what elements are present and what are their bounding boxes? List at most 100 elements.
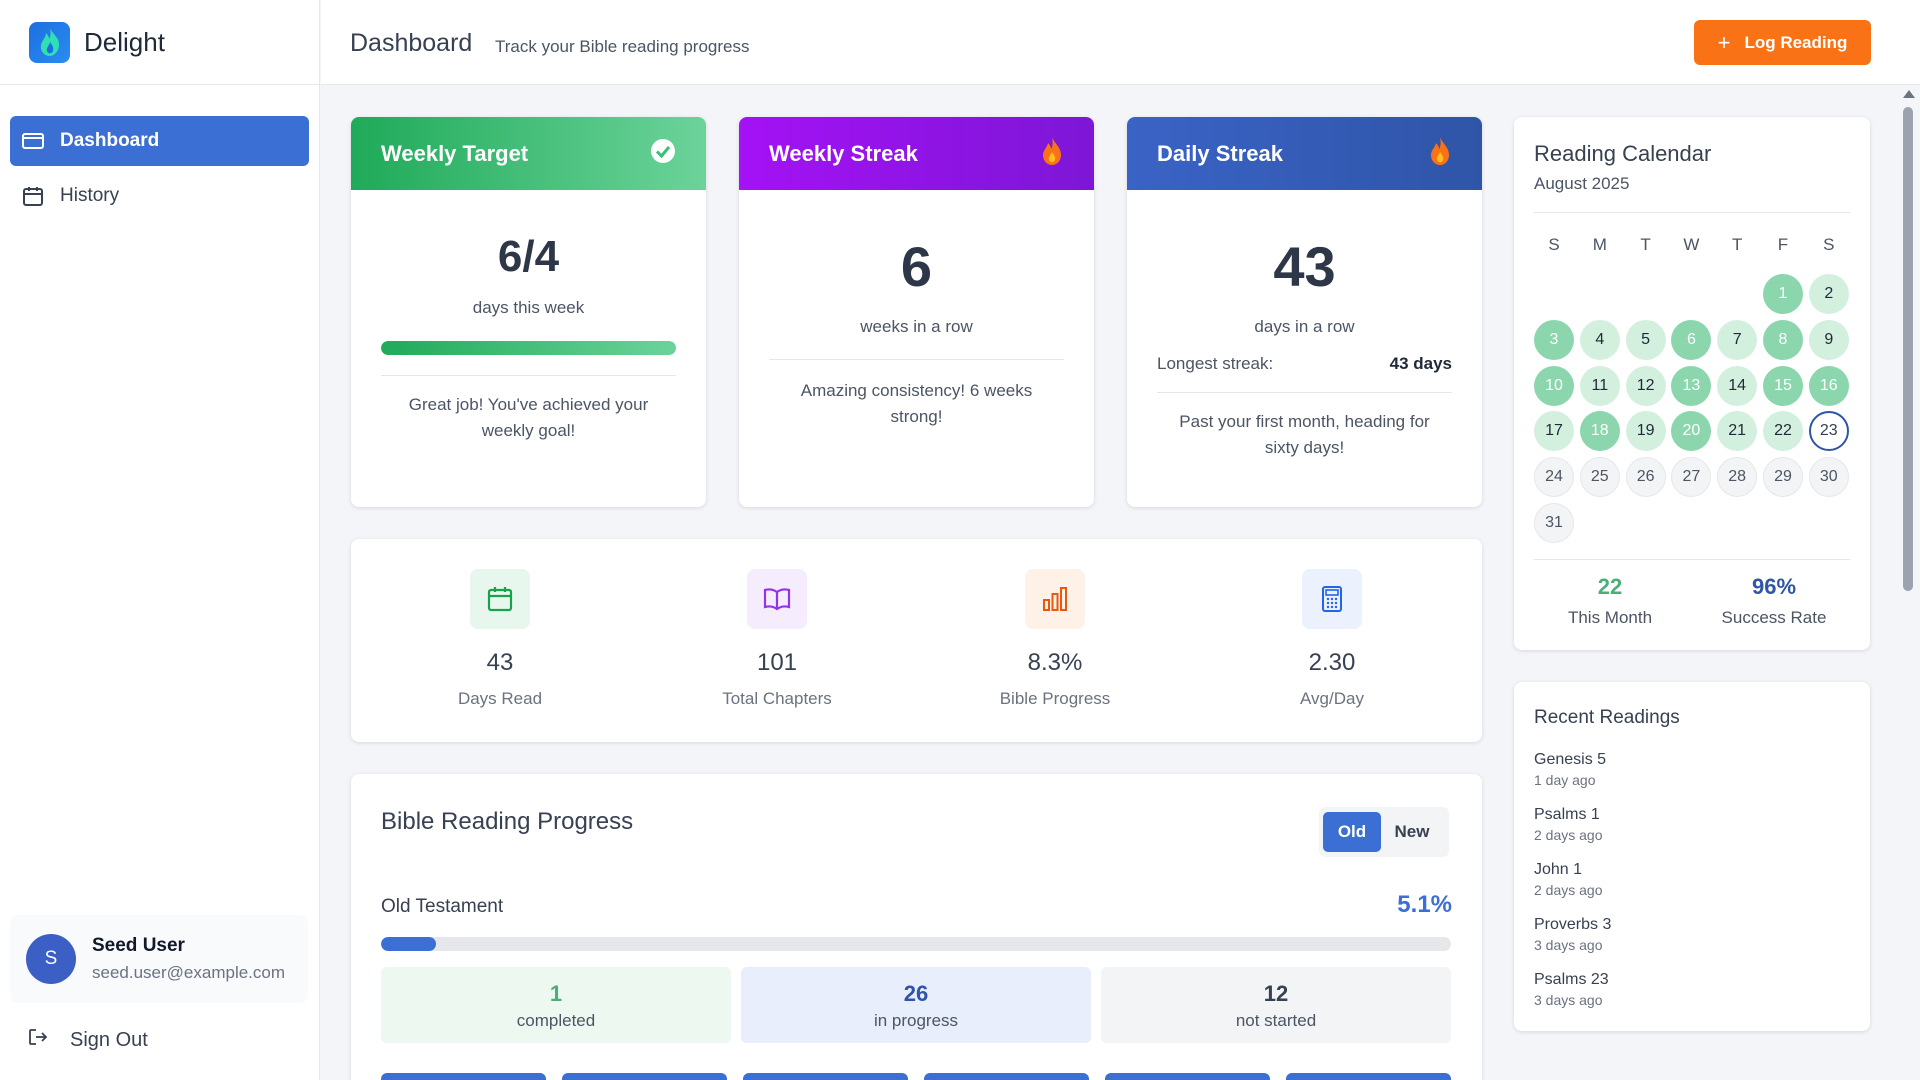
divider <box>381 375 676 376</box>
book-button[interactable] <box>1286 1073 1451 1080</box>
calendar-day[interactable]: 21 <box>1717 411 1758 452</box>
book-button[interactable] <box>381 1073 546 1080</box>
calendar-month: August 2025 <box>1534 174 1630 193</box>
calendar-day[interactable]: 3 <box>1534 319 1574 360</box>
calendar-day[interactable]: 15 <box>1763 365 1803 406</box>
daily-streak-value: 43 <box>1273 235 1336 298</box>
reading-time: 1 day ago <box>1534 772 1596 788</box>
calendar-day[interactable]: 2 <box>1808 274 1849 314</box>
calendar-day[interactable]: 10 <box>1534 365 1574 406</box>
sidebar-item-label: History <box>60 185 120 206</box>
calendar-day[interactable]: 24 <box>1534 457 1574 498</box>
daily-streak-header: Daily Streak <box>1127 117 1482 190</box>
metric-label: Bible Progress <box>999 689 1111 708</box>
longest-streak-row: Longest streak: 43 days <box>1157 354 1452 374</box>
scrollbar-thumb[interactable] <box>1903 107 1913 591</box>
calendar-day[interactable]: 9 <box>1808 319 1849 360</box>
weekly-streak-header: Weekly Streak <box>739 117 1094 190</box>
calendar-day[interactable]: 20 <box>1671 411 1712 452</box>
calendar-stat-label: Success Rate <box>1721 608 1827 627</box>
calendar-day[interactable]: 31 <box>1534 503 1574 543</box>
calendar-day[interactable]: 26 <box>1625 457 1666 498</box>
calendar-day[interactable]: 5 <box>1625 319 1666 360</box>
calendar-day[interactable]: 6 <box>1671 319 1712 360</box>
divider <box>1534 212 1850 213</box>
log-reading-label: Log Reading <box>1744 32 1848 52</box>
calendar-day[interactable]: 18 <box>1579 411 1620 452</box>
daily-streak-message: Past your first month, heading for sixty… <box>1179 412 1430 457</box>
metrics-card: 43 Days Read 101 Total Chapters 8.3% Bib… <box>351 539 1482 742</box>
status-value: 12 <box>1263 981 1289 1006</box>
calendar-day[interactable]: 19 <box>1625 411 1666 452</box>
weekly-streak-message: Amazing consistency! 6 weeks strong! <box>800 381 1033 426</box>
list-item[interactable]: Psalms 23 3 days ago <box>1534 971 1609 1008</box>
calendar-day[interactable]: 16 <box>1808 365 1849 406</box>
calendar-day[interactable]: 27 <box>1671 457 1712 498</box>
scroll-up-icon[interactable] <box>1903 90 1915 98</box>
status-not-started: 12 not started <box>1101 967 1451 1043</box>
calendar-stat-value: 22 <box>1597 574 1623 599</box>
reading-time: 3 days ago <box>1534 937 1603 953</box>
calendar-day[interactable]: 17 <box>1534 411 1574 452</box>
divider <box>1157 392 1452 393</box>
bible-progress-title: Bible Reading Progress <box>381 808 634 835</box>
calendar-title: Reading Calendar <box>1534 141 1712 166</box>
toggle-new-button[interactable]: New <box>1394 822 1430 841</box>
reading-time: 3 days ago <box>1534 992 1603 1008</box>
user-card[interactable]: S Seed User seed.user@example.com <box>10 915 308 1003</box>
calendar-day[interactable]: 8 <box>1763 319 1803 360</box>
calendar-day[interactable]: 22 <box>1763 411 1803 452</box>
sidebar-item-history[interactable]: History <box>10 171 309 221</box>
sidebar-nav: Dashboard History <box>0 85 319 221</box>
calendar-day[interactable]: 28 <box>1717 457 1758 498</box>
calendar-day[interactable]: 7 <box>1717 319 1758 360</box>
metric-label: Avg/Day <box>1300 689 1364 708</box>
calendar-day[interactable]: 25 <box>1579 457 1620 498</box>
book-button[interactable] <box>562 1073 727 1080</box>
calendar-day[interactable]: 4 <box>1579 319 1620 360</box>
metric-days-read: 43 Days Read <box>400 569 600 709</box>
book-button[interactable] <box>1105 1073 1270 1080</box>
book-button[interactable] <box>924 1073 1089 1080</box>
toggle-old-button[interactable]: Old <box>1323 812 1381 852</box>
list-item[interactable]: Psalms 1 2 days ago <box>1534 806 1603 843</box>
calendar-day[interactable]: 1 <box>1763 274 1803 314</box>
calendar-day[interactable]: 30 <box>1808 457 1849 498</box>
testament-label: Old Testament <box>381 896 504 917</box>
book-button[interactable] <box>743 1073 908 1080</box>
list-item[interactable]: John 1 2 days ago <box>1534 861 1603 898</box>
brand: Delight <box>0 0 319 85</box>
weekday-label: T <box>1731 235 1743 254</box>
weekday-label: M <box>1592 235 1607 254</box>
daily-streak-card: Daily Streak 43 days in a row Longest st… <box>1127 117 1482 507</box>
avatar: S <box>26 934 76 984</box>
brand-name: Delight <box>84 26 165 57</box>
calendar-stat-label: This Month <box>1567 608 1653 627</box>
list-item[interactable]: Proverbs 3 3 days ago <box>1534 916 1611 953</box>
sidebar-item-label: Dashboard <box>60 130 160 151</box>
weekly-streak-value: 6 <box>900 235 933 298</box>
weekly-streak-card: Weekly Streak 6 weeks in a row Amazing c… <box>739 117 1094 507</box>
weekday-label: S <box>1548 235 1560 254</box>
status-label: in progress <box>873 1011 959 1030</box>
sidebar-item-dashboard[interactable]: Dashboard <box>10 116 309 166</box>
flame-icon <box>1428 136 1452 172</box>
status-label: completed <box>516 1011 596 1030</box>
calendar-day[interactable]: 12 <box>1625 365 1666 406</box>
calendar-day[interactable]: 23 <box>1808 411 1849 452</box>
list-item[interactable]: Genesis 5 1 day ago <box>1534 751 1606 788</box>
metric-avg-day: 2.30 Avg/Day <box>1232 569 1432 709</box>
log-reading-button[interactable]: + Log Reading <box>1694 20 1871 65</box>
testament-progress-bar <box>381 937 1451 951</box>
calendar-day[interactable]: 11 <box>1579 365 1620 406</box>
longest-streak-label: Longest streak: <box>1157 354 1274 373</box>
calendar-day[interactable]: 29 <box>1763 457 1803 498</box>
metric-value: 2.30 <box>1308 649 1356 676</box>
calendar-day[interactable]: 14 <box>1717 365 1758 406</box>
divider <box>1534 559 1850 560</box>
calendar-day[interactable]: 13 <box>1671 365 1712 406</box>
weekly-target-value: 6/4 <box>497 232 560 281</box>
weekly-target-progress-fill <box>381 341 676 355</box>
metric-label: Total Chapters <box>722 689 832 708</box>
sign-out-button[interactable]: Sign Out <box>28 1028 148 1052</box>
